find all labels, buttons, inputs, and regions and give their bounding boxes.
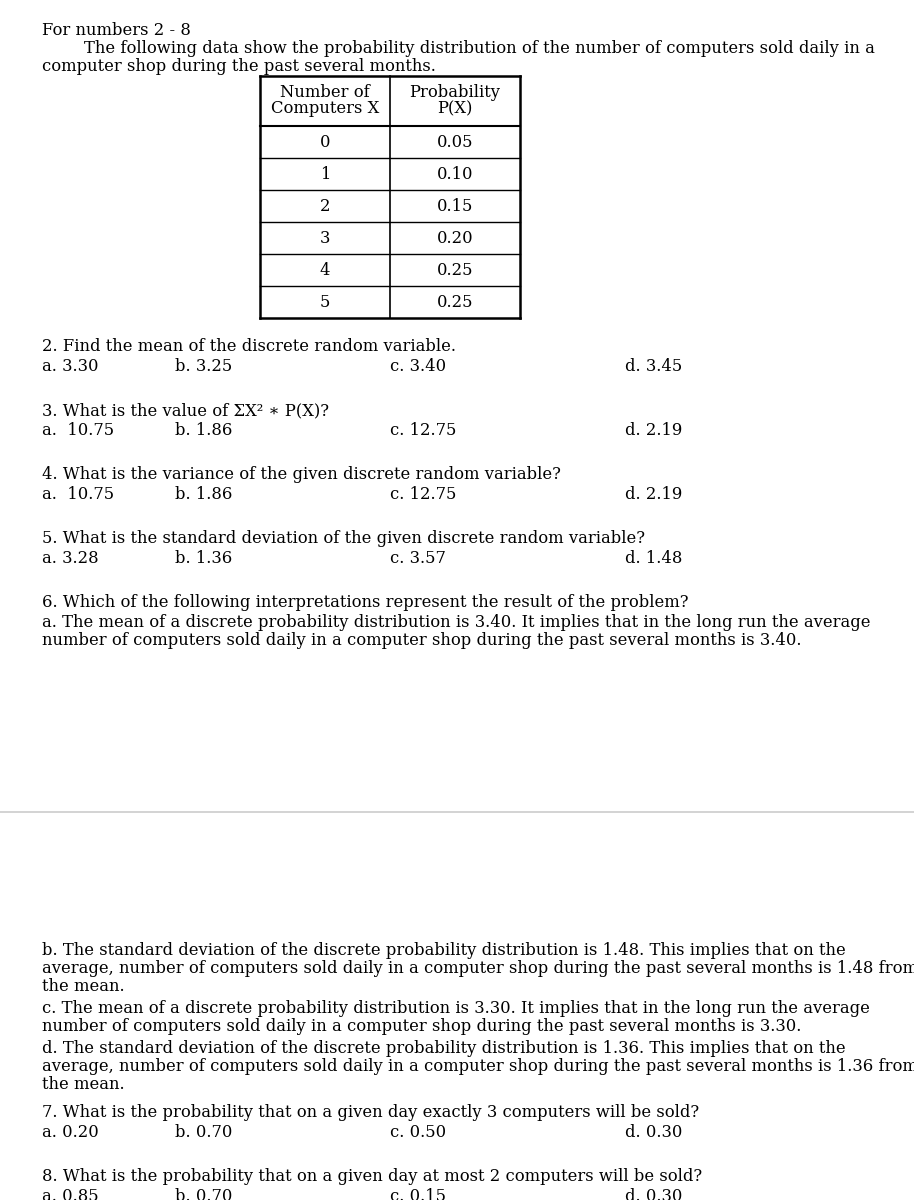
Text: computer shop during the past several months.: computer shop during the past several mo…	[42, 58, 436, 74]
Text: b. The standard deviation of the discrete probability distribution is 1.48. This: b. The standard deviation of the discret…	[42, 942, 845, 959]
Text: c. 0.15: c. 0.15	[390, 1188, 446, 1200]
Text: Computers X: Computers X	[271, 100, 379, 116]
Text: 1: 1	[320, 166, 330, 182]
Text: c. 3.57: c. 3.57	[390, 550, 446, 566]
Text: 5. What is the standard deviation of the given discrete random variable?: 5. What is the standard deviation of the…	[42, 530, 645, 547]
Text: 7. What is the probability that on a given day exactly 3 computers will be sold?: 7. What is the probability that on a giv…	[42, 1104, 699, 1121]
Text: number of computers sold daily in a computer shop during the past several months: number of computers sold daily in a comp…	[42, 1018, 802, 1034]
Text: a.  10.75: a. 10.75	[42, 486, 114, 503]
Text: average, number of computers sold daily in a computer shop during the past sever: average, number of computers sold daily …	[42, 960, 914, 977]
Text: d. 1.48: d. 1.48	[625, 550, 683, 566]
Text: 2. Find the mean of the discrete random variable.: 2. Find the mean of the discrete random …	[42, 338, 456, 355]
Text: 3: 3	[320, 230, 330, 247]
Text: Probability: Probability	[409, 84, 501, 101]
Text: 8. What is the probability that on a given day at most 2 computers will be sold?: 8. What is the probability that on a giv…	[42, 1168, 702, 1186]
Text: d. 0.30: d. 0.30	[625, 1124, 683, 1141]
Text: Number of: Number of	[280, 84, 370, 101]
Text: P(X): P(X)	[437, 100, 473, 116]
Text: number of computers sold daily in a computer shop during the past several months: number of computers sold daily in a comp…	[42, 632, 802, 649]
Text: c. 3.40: c. 3.40	[390, 358, 446, 374]
Text: For numbers 2 - 8: For numbers 2 - 8	[42, 22, 191, 38]
Text: 5: 5	[320, 294, 330, 311]
Text: d. 2.19: d. 2.19	[625, 486, 683, 503]
Text: the mean.: the mean.	[42, 1076, 124, 1093]
Text: 0.05: 0.05	[437, 134, 473, 151]
Text: a. 3.30: a. 3.30	[42, 358, 99, 374]
Text: d. The standard deviation of the discrete probability distribution is 1.36. This: d. The standard deviation of the discret…	[42, 1040, 845, 1057]
Text: b. 3.25: b. 3.25	[175, 358, 232, 374]
Text: a. 3.28: a. 3.28	[42, 550, 99, 566]
Text: c. 12.75: c. 12.75	[390, 422, 456, 439]
Text: b. 1.86: b. 1.86	[175, 486, 232, 503]
Text: b. 1.86: b. 1.86	[175, 422, 232, 439]
Text: average, number of computers sold daily in a computer shop during the past sever: average, number of computers sold daily …	[42, 1058, 914, 1075]
Text: b. 1.36: b. 1.36	[175, 550, 232, 566]
Text: a.  10.75: a. 10.75	[42, 422, 114, 439]
Text: 4: 4	[320, 262, 330, 278]
Text: b. 0.70: b. 0.70	[175, 1124, 232, 1141]
Text: a. 0.85: a. 0.85	[42, 1188, 99, 1200]
Text: 2: 2	[320, 198, 330, 215]
Text: d. 2.19: d. 2.19	[625, 422, 683, 439]
Text: 0.25: 0.25	[437, 294, 473, 311]
Text: 0.25: 0.25	[437, 262, 473, 278]
Text: 0.15: 0.15	[437, 198, 473, 215]
Text: c. The mean of a discrete probability distribution is 3.30. It implies that in t: c. The mean of a discrete probability di…	[42, 1000, 870, 1018]
Text: c. 12.75: c. 12.75	[390, 486, 456, 503]
Text: d. 0.30: d. 0.30	[625, 1188, 683, 1200]
Text: 3. What is the value of ΣX² ∗ P(X)?: 3. What is the value of ΣX² ∗ P(X)?	[42, 402, 329, 419]
Text: a. 0.20: a. 0.20	[42, 1124, 99, 1141]
Text: 0.20: 0.20	[437, 230, 473, 247]
Text: d. 3.45: d. 3.45	[625, 358, 682, 374]
Text: 0.10: 0.10	[437, 166, 473, 182]
Text: 0: 0	[320, 134, 330, 151]
Text: 4. What is the variance of the given discrete random variable?: 4. What is the variance of the given dis…	[42, 466, 561, 482]
Text: a. The mean of a discrete probability distribution is 3.40. It implies that in t: a. The mean of a discrete probability di…	[42, 614, 870, 631]
Text: b. 0.70: b. 0.70	[175, 1188, 232, 1200]
Text: The following data show the probability distribution of the number of computers : The following data show the probability …	[42, 40, 875, 56]
Text: c. 0.50: c. 0.50	[390, 1124, 446, 1141]
Text: the mean.: the mean.	[42, 978, 124, 995]
Text: 6. Which of the following interpretations represent the result of the problem?: 6. Which of the following interpretation…	[42, 594, 688, 611]
